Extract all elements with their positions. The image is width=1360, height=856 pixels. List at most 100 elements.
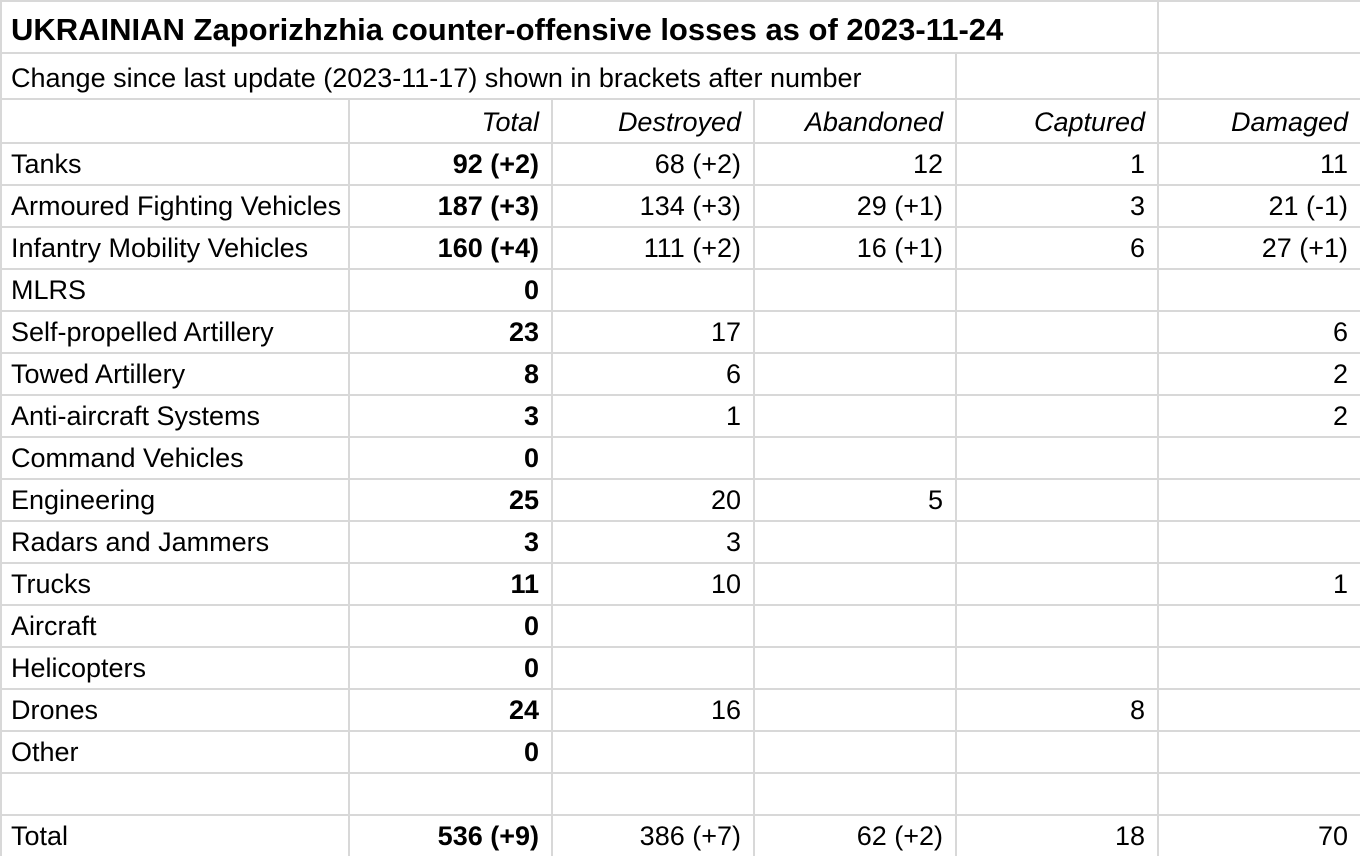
empty-cell[interactable]: [348, 772, 553, 816]
column-header-total[interactable]: Total: [348, 98, 553, 144]
destroyed-value-cell[interactable]: 20: [551, 478, 755, 522]
category-cell[interactable]: Engineering: [0, 478, 350, 522]
empty-cell[interactable]: [0, 98, 350, 144]
empty-cell[interactable]: [1157, 772, 1360, 816]
abandoned-value-cell[interactable]: [753, 394, 957, 438]
abandoned-value-cell[interactable]: [753, 310, 957, 354]
captured-value-cell[interactable]: [954, 436, 1160, 480]
captured-value-cell[interactable]: [954, 310, 1160, 354]
damaged-value-cell[interactable]: 2: [1157, 394, 1360, 438]
destroyed-value-cell[interactable]: 1: [551, 394, 755, 438]
empty-cell[interactable]: [0, 772, 350, 816]
abandoned-value-cell[interactable]: [753, 520, 957, 564]
damaged-value-cell[interactable]: 11: [1157, 142, 1360, 186]
total-value-cell[interactable]: 160 (+4): [348, 226, 553, 270]
destroyed-value-cell[interactable]: 6: [551, 352, 755, 396]
destroyed-value-cell[interactable]: 111 (+2): [551, 226, 755, 270]
abandoned-value-cell[interactable]: 29 (+1): [753, 184, 957, 228]
destroyed-value-cell[interactable]: 134 (+3): [551, 184, 755, 228]
abandoned-value-cell[interactable]: [753, 436, 957, 480]
category-cell[interactable]: Armoured Fighting Vehicles: [0, 184, 350, 228]
captured-value-cell[interactable]: 8: [954, 688, 1160, 732]
category-cell[interactable]: Anti-aircraft Systems: [0, 394, 350, 438]
category-cell[interactable]: MLRS: [0, 268, 350, 312]
total-value-cell[interactable]: 25: [348, 478, 553, 522]
total-value-cell[interactable]: 0: [348, 646, 553, 690]
destroyed-value-cell[interactable]: [551, 436, 755, 480]
category-cell[interactable]: Infantry Mobility Vehicles: [0, 226, 350, 270]
destroyed-value-cell[interactable]: 10: [551, 562, 755, 606]
category-cell[interactable]: Aircraft: [0, 604, 350, 648]
abandoned-value-cell[interactable]: [753, 352, 957, 396]
destroyed-value-cell[interactable]: [551, 604, 755, 648]
total-row-captured[interactable]: 18: [954, 814, 1160, 856]
damaged-value-cell[interactable]: [1157, 604, 1360, 648]
column-header-damaged[interactable]: Damaged: [1157, 98, 1360, 144]
total-value-cell[interactable]: 0: [348, 604, 553, 648]
captured-value-cell[interactable]: 1: [954, 142, 1160, 186]
destroyed-value-cell[interactable]: [551, 646, 755, 690]
total-value-cell[interactable]: 187 (+3): [348, 184, 553, 228]
captured-value-cell[interactable]: [954, 730, 1160, 774]
column-header-abandoned[interactable]: Abandoned: [753, 98, 957, 144]
total-value-cell[interactable]: 3: [348, 394, 553, 438]
total-row-abandoned[interactable]: 62 (+2): [753, 814, 957, 856]
captured-value-cell[interactable]: [954, 604, 1160, 648]
total-value-cell[interactable]: 0: [348, 436, 553, 480]
empty-cell[interactable]: [954, 52, 1160, 100]
captured-value-cell[interactable]: [954, 394, 1160, 438]
empty-cell[interactable]: [1157, 52, 1360, 100]
abandoned-value-cell[interactable]: [753, 268, 957, 312]
total-value-cell[interactable]: 23: [348, 310, 553, 354]
total-value-cell[interactable]: 24: [348, 688, 553, 732]
damaged-value-cell[interactable]: 1: [1157, 562, 1360, 606]
column-header-captured[interactable]: Captured: [954, 98, 1160, 144]
empty-cell[interactable]: [954, 772, 1160, 816]
column-header-destroyed[interactable]: Destroyed: [551, 98, 755, 144]
abandoned-value-cell[interactable]: 16 (+1): [753, 226, 957, 270]
total-value-cell[interactable]: 3: [348, 520, 553, 564]
captured-value-cell[interactable]: [954, 268, 1160, 312]
category-cell[interactable]: Command Vehicles: [0, 436, 350, 480]
abandoned-value-cell[interactable]: [753, 646, 957, 690]
category-cell[interactable]: Drones: [0, 688, 350, 732]
damaged-value-cell[interactable]: 27 (+1): [1157, 226, 1360, 270]
total-row-total[interactable]: 536 (+9): [348, 814, 553, 856]
category-cell[interactable]: Trucks: [0, 562, 350, 606]
category-cell[interactable]: Other: [0, 730, 350, 774]
damaged-value-cell[interactable]: [1157, 688, 1360, 732]
category-cell[interactable]: Towed Artillery: [0, 352, 350, 396]
empty-cell[interactable]: [551, 772, 755, 816]
damaged-value-cell[interactable]: [1157, 436, 1360, 480]
abandoned-value-cell[interactable]: [753, 604, 957, 648]
destroyed-value-cell[interactable]: 16: [551, 688, 755, 732]
destroyed-value-cell[interactable]: [551, 730, 755, 774]
total-value-cell[interactable]: 0: [348, 268, 553, 312]
damaged-value-cell[interactable]: [1157, 268, 1360, 312]
abandoned-value-cell[interactable]: 5: [753, 478, 957, 522]
damaged-value-cell[interactable]: [1157, 730, 1360, 774]
destroyed-value-cell[interactable]: 68 (+2): [551, 142, 755, 186]
category-cell[interactable]: Self-propelled Artillery: [0, 310, 350, 354]
category-cell[interactable]: Tanks: [0, 142, 350, 186]
empty-cell[interactable]: [753, 772, 957, 816]
total-row-damaged[interactable]: 70: [1157, 814, 1360, 856]
captured-value-cell[interactable]: 6: [954, 226, 1160, 270]
captured-value-cell[interactable]: 3: [954, 184, 1160, 228]
damaged-value-cell[interactable]: 2: [1157, 352, 1360, 396]
total-value-cell[interactable]: 8: [348, 352, 553, 396]
destroyed-value-cell[interactable]: 17: [551, 310, 755, 354]
damaged-value-cell[interactable]: [1157, 478, 1360, 522]
table-title[interactable]: UKRAINIAN Zaporizhzhia counter-offensive…: [0, 0, 1160, 54]
destroyed-value-cell[interactable]: [551, 268, 755, 312]
total-row-label[interactable]: Total: [0, 814, 350, 856]
abandoned-value-cell[interactable]: [753, 688, 957, 732]
damaged-value-cell[interactable]: [1157, 520, 1360, 564]
table-subtitle[interactable]: Change since last update (2023-11-17) sh…: [0, 52, 957, 100]
damaged-value-cell[interactable]: 21 (-1): [1157, 184, 1360, 228]
total-row-destroyed[interactable]: 386 (+7): [551, 814, 755, 856]
captured-value-cell[interactable]: [954, 646, 1160, 690]
empty-cell[interactable]: [1157, 0, 1360, 54]
total-value-cell[interactable]: 92 (+2): [348, 142, 553, 186]
total-value-cell[interactable]: 11: [348, 562, 553, 606]
